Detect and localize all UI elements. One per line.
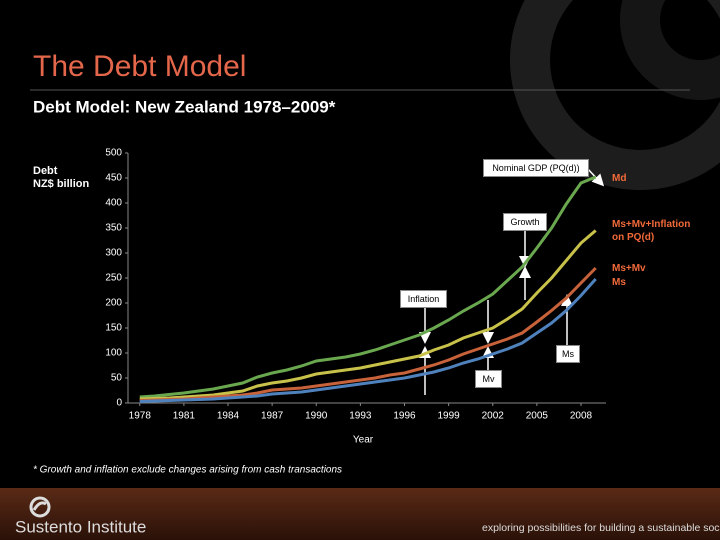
logo (29, 496, 51, 518)
x-tick-label: 2002 (482, 411, 505, 422)
x-tick-label: 1990 (305, 411, 328, 422)
annotation: Mv (475, 370, 502, 388)
y-label: NZ$ billion (33, 178, 90, 190)
tagline: exploring possibilities for building a s… (482, 522, 720, 534)
series-label: Md (612, 173, 627, 184)
y-tick-label: 200 (105, 298, 122, 309)
slide-title: The Debt Model (33, 50, 246, 83)
subtitle: Debt Model: New Zealand 1978–2009* (33, 97, 336, 116)
series-label: Ms+Mv+Inflation on PQ(d) (612, 219, 691, 243)
footnote: * Growth and inflation exclude changes a… (33, 465, 342, 476)
x-tick-label: 1984 (217, 411, 240, 422)
series-label: Ms+Mv (612, 263, 646, 274)
series-line (139, 229, 597, 401)
y-tick-label: 500 (105, 148, 122, 159)
brand: Sustento Institute (15, 517, 146, 536)
series-line (139, 278, 597, 403)
annotation: Growth (503, 213, 547, 231)
x-tick-label: 2008 (570, 411, 593, 422)
annotation: Inflation (400, 290, 447, 308)
series-line (139, 266, 597, 402)
background-swoosh (510, 0, 720, 190)
x-tick-label: 1999 (438, 411, 461, 422)
y-tick-label: 350 (105, 223, 122, 234)
x-tick-label: 1987 (261, 411, 284, 422)
y-tick-label: 100 (105, 348, 122, 359)
y-tick-label: 0 (116, 398, 122, 409)
footer-band (0, 488, 720, 540)
x-tick-label: 1981 (173, 411, 196, 422)
y-tick-label: 250 (105, 273, 122, 284)
x-tick-label: 2005 (526, 411, 549, 422)
series-line (139, 175, 597, 399)
y-tick-label: 450 (105, 173, 122, 184)
annotation: Nominal GDP (PQ(d)) (483, 159, 589, 177)
x-tick-label: 1978 (129, 411, 152, 422)
annotation: Ms (556, 345, 580, 363)
series-label: Ms (612, 277, 626, 288)
y-tick-label: 300 (105, 248, 122, 259)
x-tick-label: 1993 (349, 411, 372, 422)
y-tick-label: 50 (111, 373, 123, 384)
x-tick-label: 1996 (393, 411, 416, 422)
x-label: Year (353, 435, 374, 446)
y-tick-label: 150 (105, 323, 122, 334)
y-label: Debt (33, 165, 58, 177)
y-tick-label: 400 (105, 198, 122, 209)
